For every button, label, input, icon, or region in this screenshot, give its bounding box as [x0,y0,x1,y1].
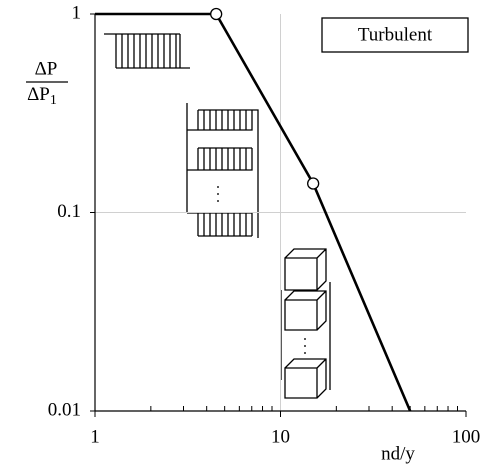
denominator-subscript: 1 [50,93,57,108]
annotation: Turbulent [358,24,433,45]
data-point [307,177,320,190]
x-tick-label: 100 [452,426,481,447]
data-point [210,7,223,21]
cubes-icon [280,248,331,399]
x-tick-label: 1 [90,426,100,447]
y-tick-label: 0.1 [57,201,81,222]
denominator-main: ΔP [27,84,50,105]
data-line [95,12,412,412]
y-tick-label: 0.01 [48,399,81,420]
illustrations [104,33,331,399]
x-axis-label: nd/y [381,443,415,464]
x-tick-label: 10 [271,426,290,447]
y-axis-label-numerator: ΔP [35,58,58,79]
stacked-fins-icon [186,103,259,238]
fin-stack-icon [104,33,190,69]
y-axis-label-denominator: ΔP1 [27,84,57,108]
annotation-box [321,17,469,53]
y-tick-label: 1 [72,2,82,23]
